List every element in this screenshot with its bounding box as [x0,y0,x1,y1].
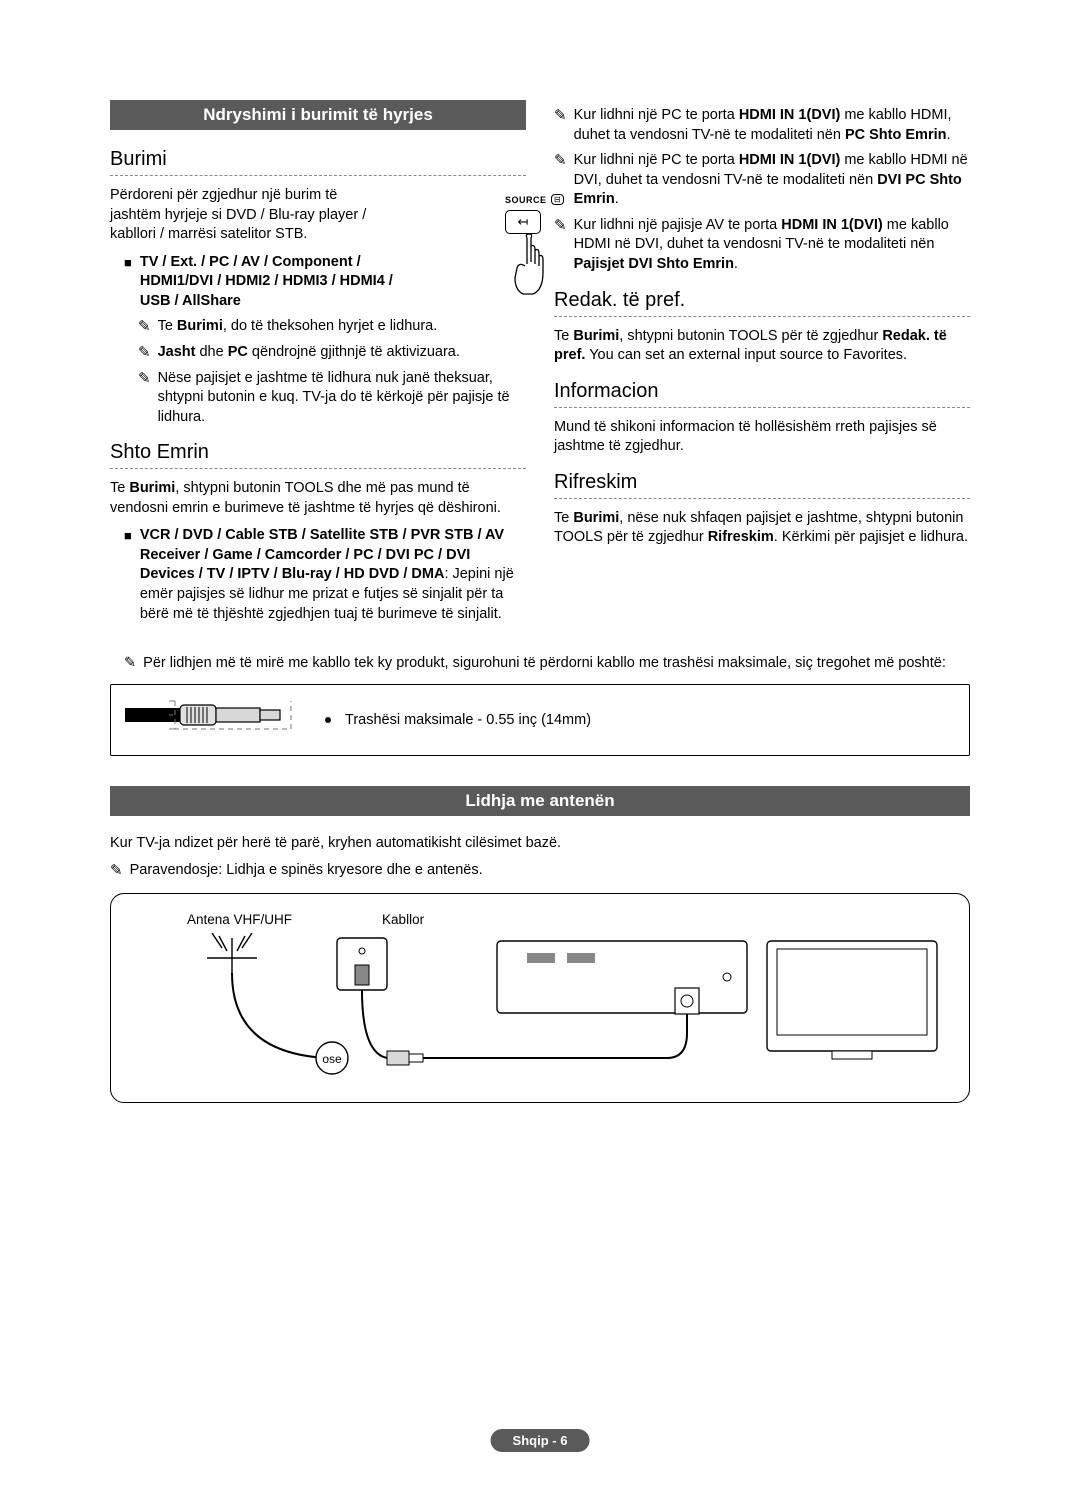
cable-spec-text: Trashësi maksimale - 0.55 inç (14mm) [325,712,591,728]
footer-page-badge: Shqip - 6 [491,1429,590,1452]
underline [554,498,970,499]
heading-redak-pref: Redak. të pref. [554,289,970,312]
banner-input-source: Ndryshimi i burimit të hyrjes [110,100,526,130]
antenna-diagram-box: Antena VHF/UHF Kabllor ose [110,893,970,1103]
banner-antenna: Lidhja me antenën [110,786,970,816]
cable-diagram-box: Trashësi maksimale - 0.55 inç (14mm) [110,684,970,756]
note-hdmi-pc: ✎ Kur lidhni një PC te porta HDMI IN 1(D… [554,106,970,145]
footnote-cable-thickness: ✎ Për lidhjen më të mirë me kabllo tek k… [124,654,970,674]
bullet-device-names: ■ VCR / DVD / Cable STB / Satellite STB … [124,526,526,624]
note-icon: ✎ [138,317,151,337]
note-prerequisite: ✎ Paravendosje: Lidhja e spinës kryesore… [110,861,970,881]
antenna-connection-diagram: ose [127,933,947,1093]
underline [110,175,526,176]
label-vhf-uhf: Antena VHF/UHF [187,912,292,927]
heading-burimi: Burimi [110,148,526,171]
square-bullet-icon: ■ [124,253,132,312]
heading-shto-emrin: Shto Emrin [110,441,526,464]
note-icon: ✎ [138,343,151,363]
note-icon: ✎ [138,369,151,428]
paragraph-redak: Te Burimi, shtypni butonin TOOLS për të … [554,327,970,366]
paragraph-informacion: Mund të shikoni informacion të hollësish… [554,418,970,457]
underline [554,316,970,317]
heading-informacion: Informacion [554,380,970,403]
underline [110,468,526,469]
note-icon: ✎ [554,106,567,145]
source-label: SOURCE [505,195,547,205]
square-bullet-icon: ■ [124,526,132,624]
label-or: ose [322,1052,342,1066]
paragraph-burimi: Përdoreni për zgjedhur një burim të jash… [110,186,380,245]
hand-icon [505,232,561,312]
note-red-button: ✎ Nëse pajisjet e jashtme të lidhura nuk… [138,369,526,428]
bullet-input-list: ■ TV / Ext. / PC / AV / Component / HDMI… [124,253,526,312]
bullet-dot-icon [325,717,331,723]
note-icon: ✎ [110,861,123,881]
note-icon: ✎ [124,654,136,674]
source-button-icon: ↤ [505,210,541,234]
note-hdmi-dvi-pc: ✎ Kur lidhni një PC te porta HDMI IN 1(D… [554,151,970,210]
label-cable: Kabllor [382,912,424,927]
underline [554,407,970,408]
paragraph-rifreskim: Te Burimi, nëse nuk shfaqen pajisjet e j… [554,509,970,548]
note-highlighted-inputs: ✎ Te Burimi, do të theksohen hyrjet e li… [138,317,526,337]
note-ext-pc: ✎ Jasht dhe PC qëndrojnë gjithnjë të akt… [138,343,526,363]
source-button-illustration: SOURCE ⊟ ↤ [505,190,585,317]
cable-connector-icon [125,695,295,745]
paragraph-shto-emrin: Te Burimi, shtypni butonin TOOLS dhe më … [110,479,526,518]
heading-rifreskim: Rifreskim [554,471,970,494]
paragraph-antenna-intro: Kur TV-ja ndizet për herë të parë, kryhe… [110,834,970,854]
note-hdmi-av: ✎ Kur lidhni një pajisje AV te porta HDM… [554,216,970,275]
